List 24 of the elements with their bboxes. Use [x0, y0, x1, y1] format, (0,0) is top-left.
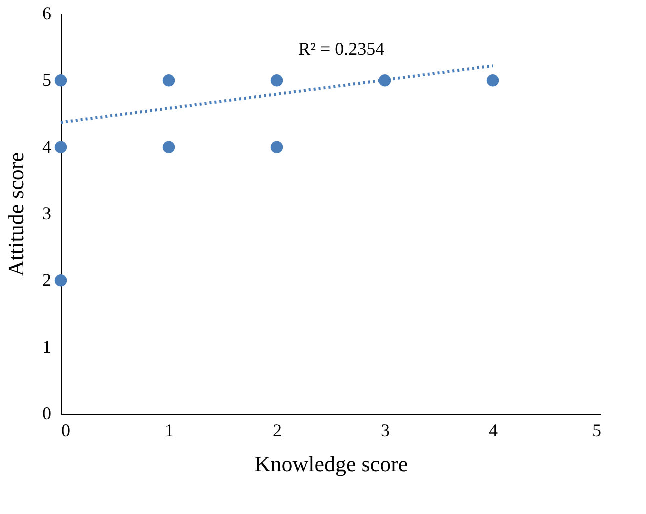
point: [270, 141, 284, 154]
y-tick-label: 5: [42, 70, 52, 90]
x-tick-label: 1: [165, 420, 174, 440]
point: [162, 74, 176, 87]
point: [486, 74, 500, 87]
point: [162, 141, 176, 154]
x-tick-label: 2: [273, 420, 282, 440]
y-tick-label: 6: [42, 4, 52, 24]
x-axis-title: Knowledge score: [254, 452, 408, 476]
point: [54, 141, 68, 154]
point: [54, 274, 68, 287]
y-tick-label: 4: [42, 136, 52, 157]
y-tick-label: 2: [42, 270, 52, 290]
y-axis-title: Attitude score: [4, 152, 28, 277]
x-tick-label: 0: [62, 420, 70, 440]
point: [270, 74, 284, 87]
y-tick-label: 0: [42, 404, 52, 424]
point: [54, 74, 68, 87]
y-tick-label: 1: [42, 336, 52, 357]
x-tick-label: 5: [592, 420, 602, 440]
annotation: R² = 0.2354: [298, 39, 385, 59]
x-tick-label: 4: [489, 420, 498, 440]
x-tick-label: 3: [381, 420, 390, 440]
y-tick-label: 3: [42, 204, 52, 224]
